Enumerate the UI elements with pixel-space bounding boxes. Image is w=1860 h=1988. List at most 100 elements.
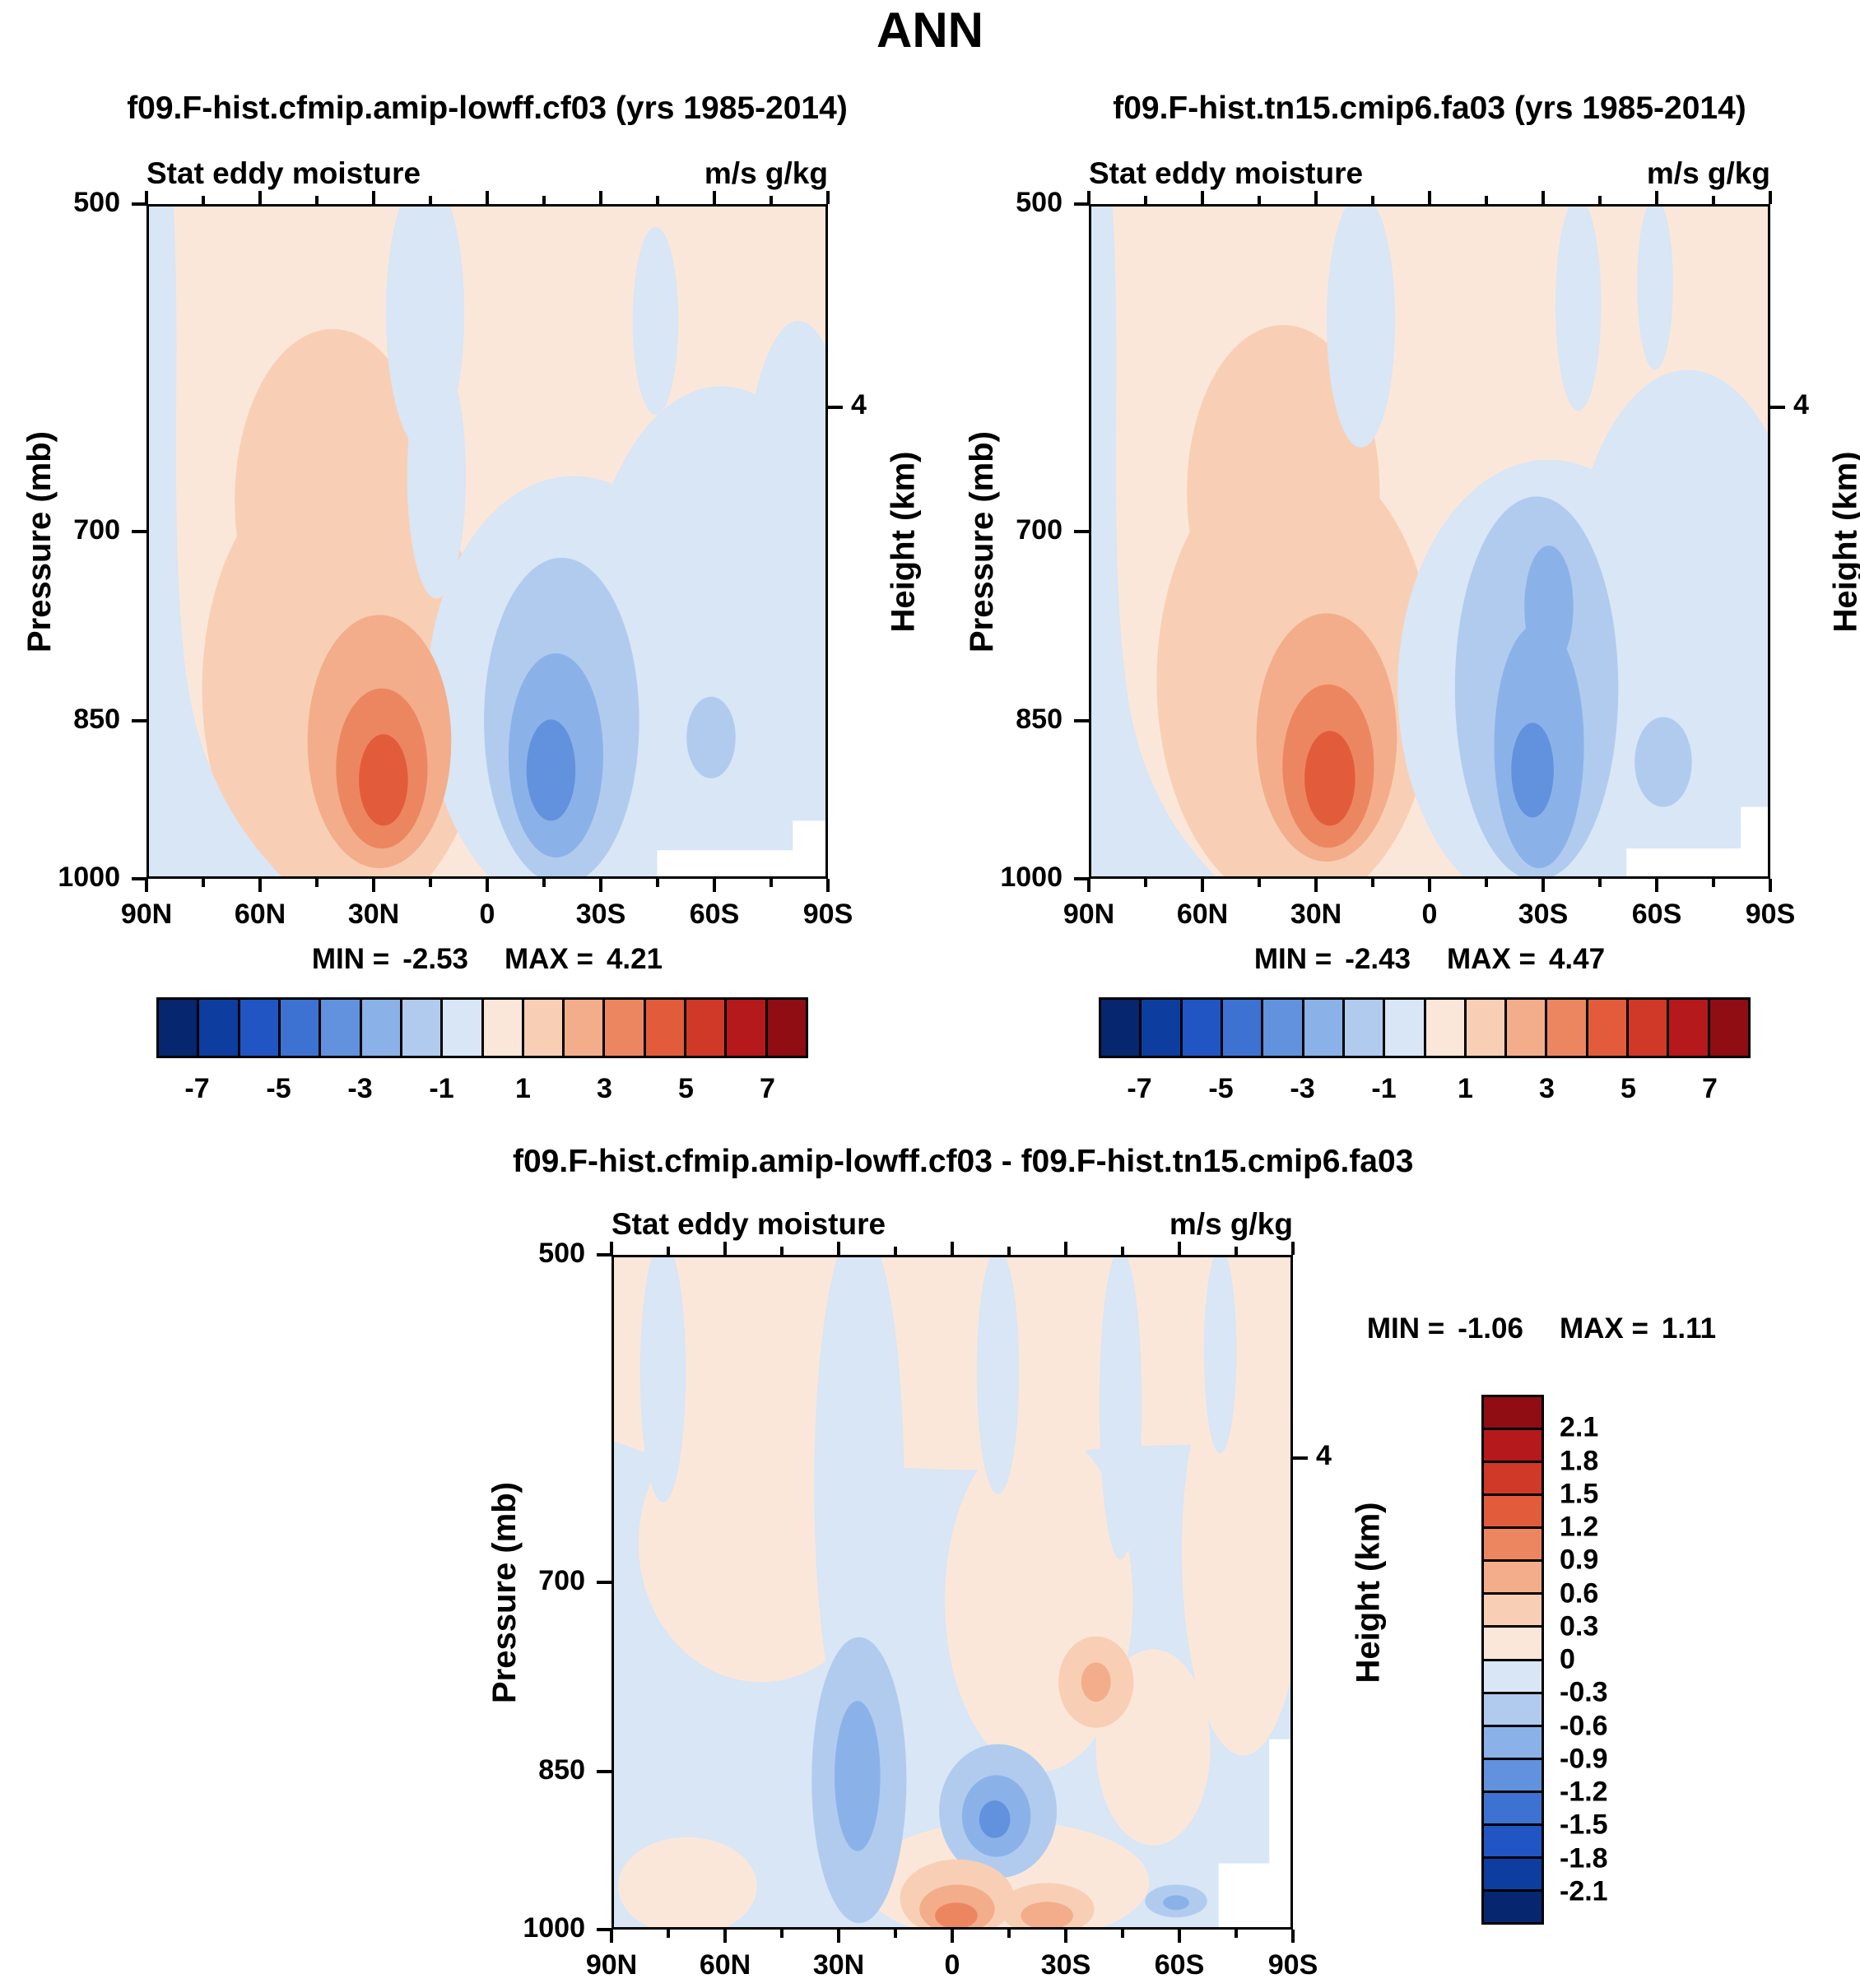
colorbar-tick-label: -7 <box>184 1073 210 1104</box>
x-axis-tick <box>1291 1242 1295 1255</box>
height-axis-label: Height (km) <box>1351 1255 1387 1930</box>
x-axis-tick <box>1064 1242 1067 1255</box>
figure-title: ANN <box>877 2 983 58</box>
pressure-axis-tick <box>1074 202 1089 206</box>
pressure-axis-tick <box>597 1769 611 1773</box>
pressure-axis-tick <box>1074 718 1089 722</box>
colorbar-tick-label: 2.1 <box>1560 1411 1599 1443</box>
x-axis-tick <box>1144 196 1147 204</box>
x-axis-tick <box>486 879 489 892</box>
horizontal-colorbar <box>156 997 808 1058</box>
colorbar-tick-label: 0 <box>1560 1643 1575 1675</box>
x-axis-tick <box>1007 1247 1011 1255</box>
colorbar-cell <box>1484 1430 1541 1464</box>
x-axis-tick <box>770 879 773 887</box>
colorbar-cell <box>1385 1000 1426 1056</box>
colorbar-cell <box>1263 1000 1304 1056</box>
height-tick-label: 4 <box>1316 1439 1332 1471</box>
colorbar-cell <box>1484 1759 1541 1793</box>
pressure-axis-tick <box>597 1928 611 1931</box>
pressure-axis-tick <box>132 530 146 534</box>
x-axis-tick <box>599 879 602 892</box>
x-tick-label: 30S <box>575 899 626 930</box>
panel3-field-label: Stat eddy moisture <box>611 1207 886 1241</box>
x-axis-tick <box>656 879 659 887</box>
colorbar-tick-label: 1 <box>515 1073 531 1104</box>
x-axis-tick <box>837 1242 840 1255</box>
colorbar-cell <box>1484 1595 1541 1628</box>
colorbar-cell <box>159 1000 200 1056</box>
panel1-plot: Stat eddy moisture m/s g/kg <box>21 156 922 1104</box>
colorbar-cell <box>1466 1000 1508 1056</box>
x-axis-tick <box>429 879 432 887</box>
x-axis-tick <box>1598 879 1602 887</box>
colorbar-cell <box>1484 1562 1541 1596</box>
x-axis-tick <box>1769 879 1772 892</box>
height-axis-tick <box>1770 405 1785 409</box>
pressure-tick-label: 500 <box>538 1238 585 1269</box>
colorbar-cell <box>1484 1858 1541 1892</box>
x-axis-tick <box>1087 879 1090 892</box>
height-axis-label-text: Height (km) <box>885 451 922 632</box>
x-axis-tick <box>1201 191 1204 204</box>
panel3-field-frame <box>611 1255 1293 1930</box>
x-axis-tick <box>1121 1247 1124 1255</box>
max-label: MAX = <box>1447 943 1536 975</box>
colorbar-tick-label: 5 <box>1621 1073 1636 1104</box>
x-axis-tick <box>1598 196 1602 204</box>
x-axis-tick <box>599 191 602 204</box>
x-axis-tick <box>1314 191 1318 204</box>
pressure-tick-label: 700 <box>1016 514 1063 546</box>
pressure-axis-tick <box>597 1581 611 1585</box>
panel3-units-label: m/s g/kg <box>1169 1207 1293 1241</box>
min-value: -2.53 <box>402 943 469 975</box>
x-tick-label: 30S <box>1040 1949 1091 1981</box>
x-axis-tick <box>1541 191 1545 204</box>
colorbar-cell <box>199 1000 240 1056</box>
x-axis-tick <box>429 196 432 204</box>
colorbar-cell <box>565 1000 606 1056</box>
colorbar-tick-label: -1.8 <box>1560 1842 1608 1874</box>
pressure-tick-label: 1000 <box>58 862 120 893</box>
x-axis-tick <box>1258 879 1261 887</box>
colorbar-tick-label: -5 <box>266 1073 291 1104</box>
colorbar-tick-label: -3 <box>347 1073 373 1104</box>
x-axis-tick <box>1428 191 1431 204</box>
pressure-tick-label: 700 <box>538 1565 585 1597</box>
vertical-colorbar <box>1481 1395 1544 1925</box>
panel2-subtitle-row: Stat eddy moisture m/s g/kg <box>1089 156 1770 191</box>
height-tick-label: 4 <box>851 388 867 420</box>
x-tick-label: 90N <box>585 1949 638 1981</box>
max-label: MAX = <box>505 943 593 975</box>
colorbar-tick-label: 0.9 <box>1560 1544 1599 1576</box>
panel1-field-frame <box>146 204 828 879</box>
panel2-plot: Stat eddy moisture m/s g/kg <box>964 156 1860 1104</box>
colorbar-cell <box>1304 1000 1345 1056</box>
x-axis-tick <box>145 191 148 204</box>
colorbar-cell <box>239 1000 281 1056</box>
colorbar-tick-label: 3 <box>597 1073 612 1104</box>
colorbar-tick-label: -2.1 <box>1560 1875 1608 1907</box>
min-label: MIN = <box>311 943 390 975</box>
x-axis-tick <box>1144 879 1147 887</box>
x-tick-label: 30N <box>812 1949 865 1981</box>
colorbar-cell <box>1669 1000 1710 1056</box>
x-axis-tick <box>723 1930 727 1943</box>
colorbar-cell <box>523 1000 565 1056</box>
colorbar-cell <box>1484 1496 1541 1530</box>
x-axis-tick <box>1655 879 1658 892</box>
panel3-contour-field <box>614 1257 1290 1927</box>
panel2-units-label: m/s g/kg <box>1646 156 1770 190</box>
x-tick-label: 60N <box>1176 899 1229 930</box>
min-label: MIN = <box>1253 943 1332 975</box>
pressure-axis-tick <box>1074 530 1089 534</box>
x-axis-tick <box>1064 1930 1067 1943</box>
x-tick-label: 0 <box>944 1949 960 1981</box>
panel3-plot: Stat eddy moisture m/s g/kg <box>486 1207 1717 1981</box>
x-axis-tick <box>1712 196 1715 204</box>
colorbar-tick-label: -7 <box>1127 1073 1152 1104</box>
x-axis-tick <box>837 1930 840 1943</box>
horizontal-colorbar <box>1099 997 1751 1058</box>
x-axis-tick <box>1655 191 1658 204</box>
